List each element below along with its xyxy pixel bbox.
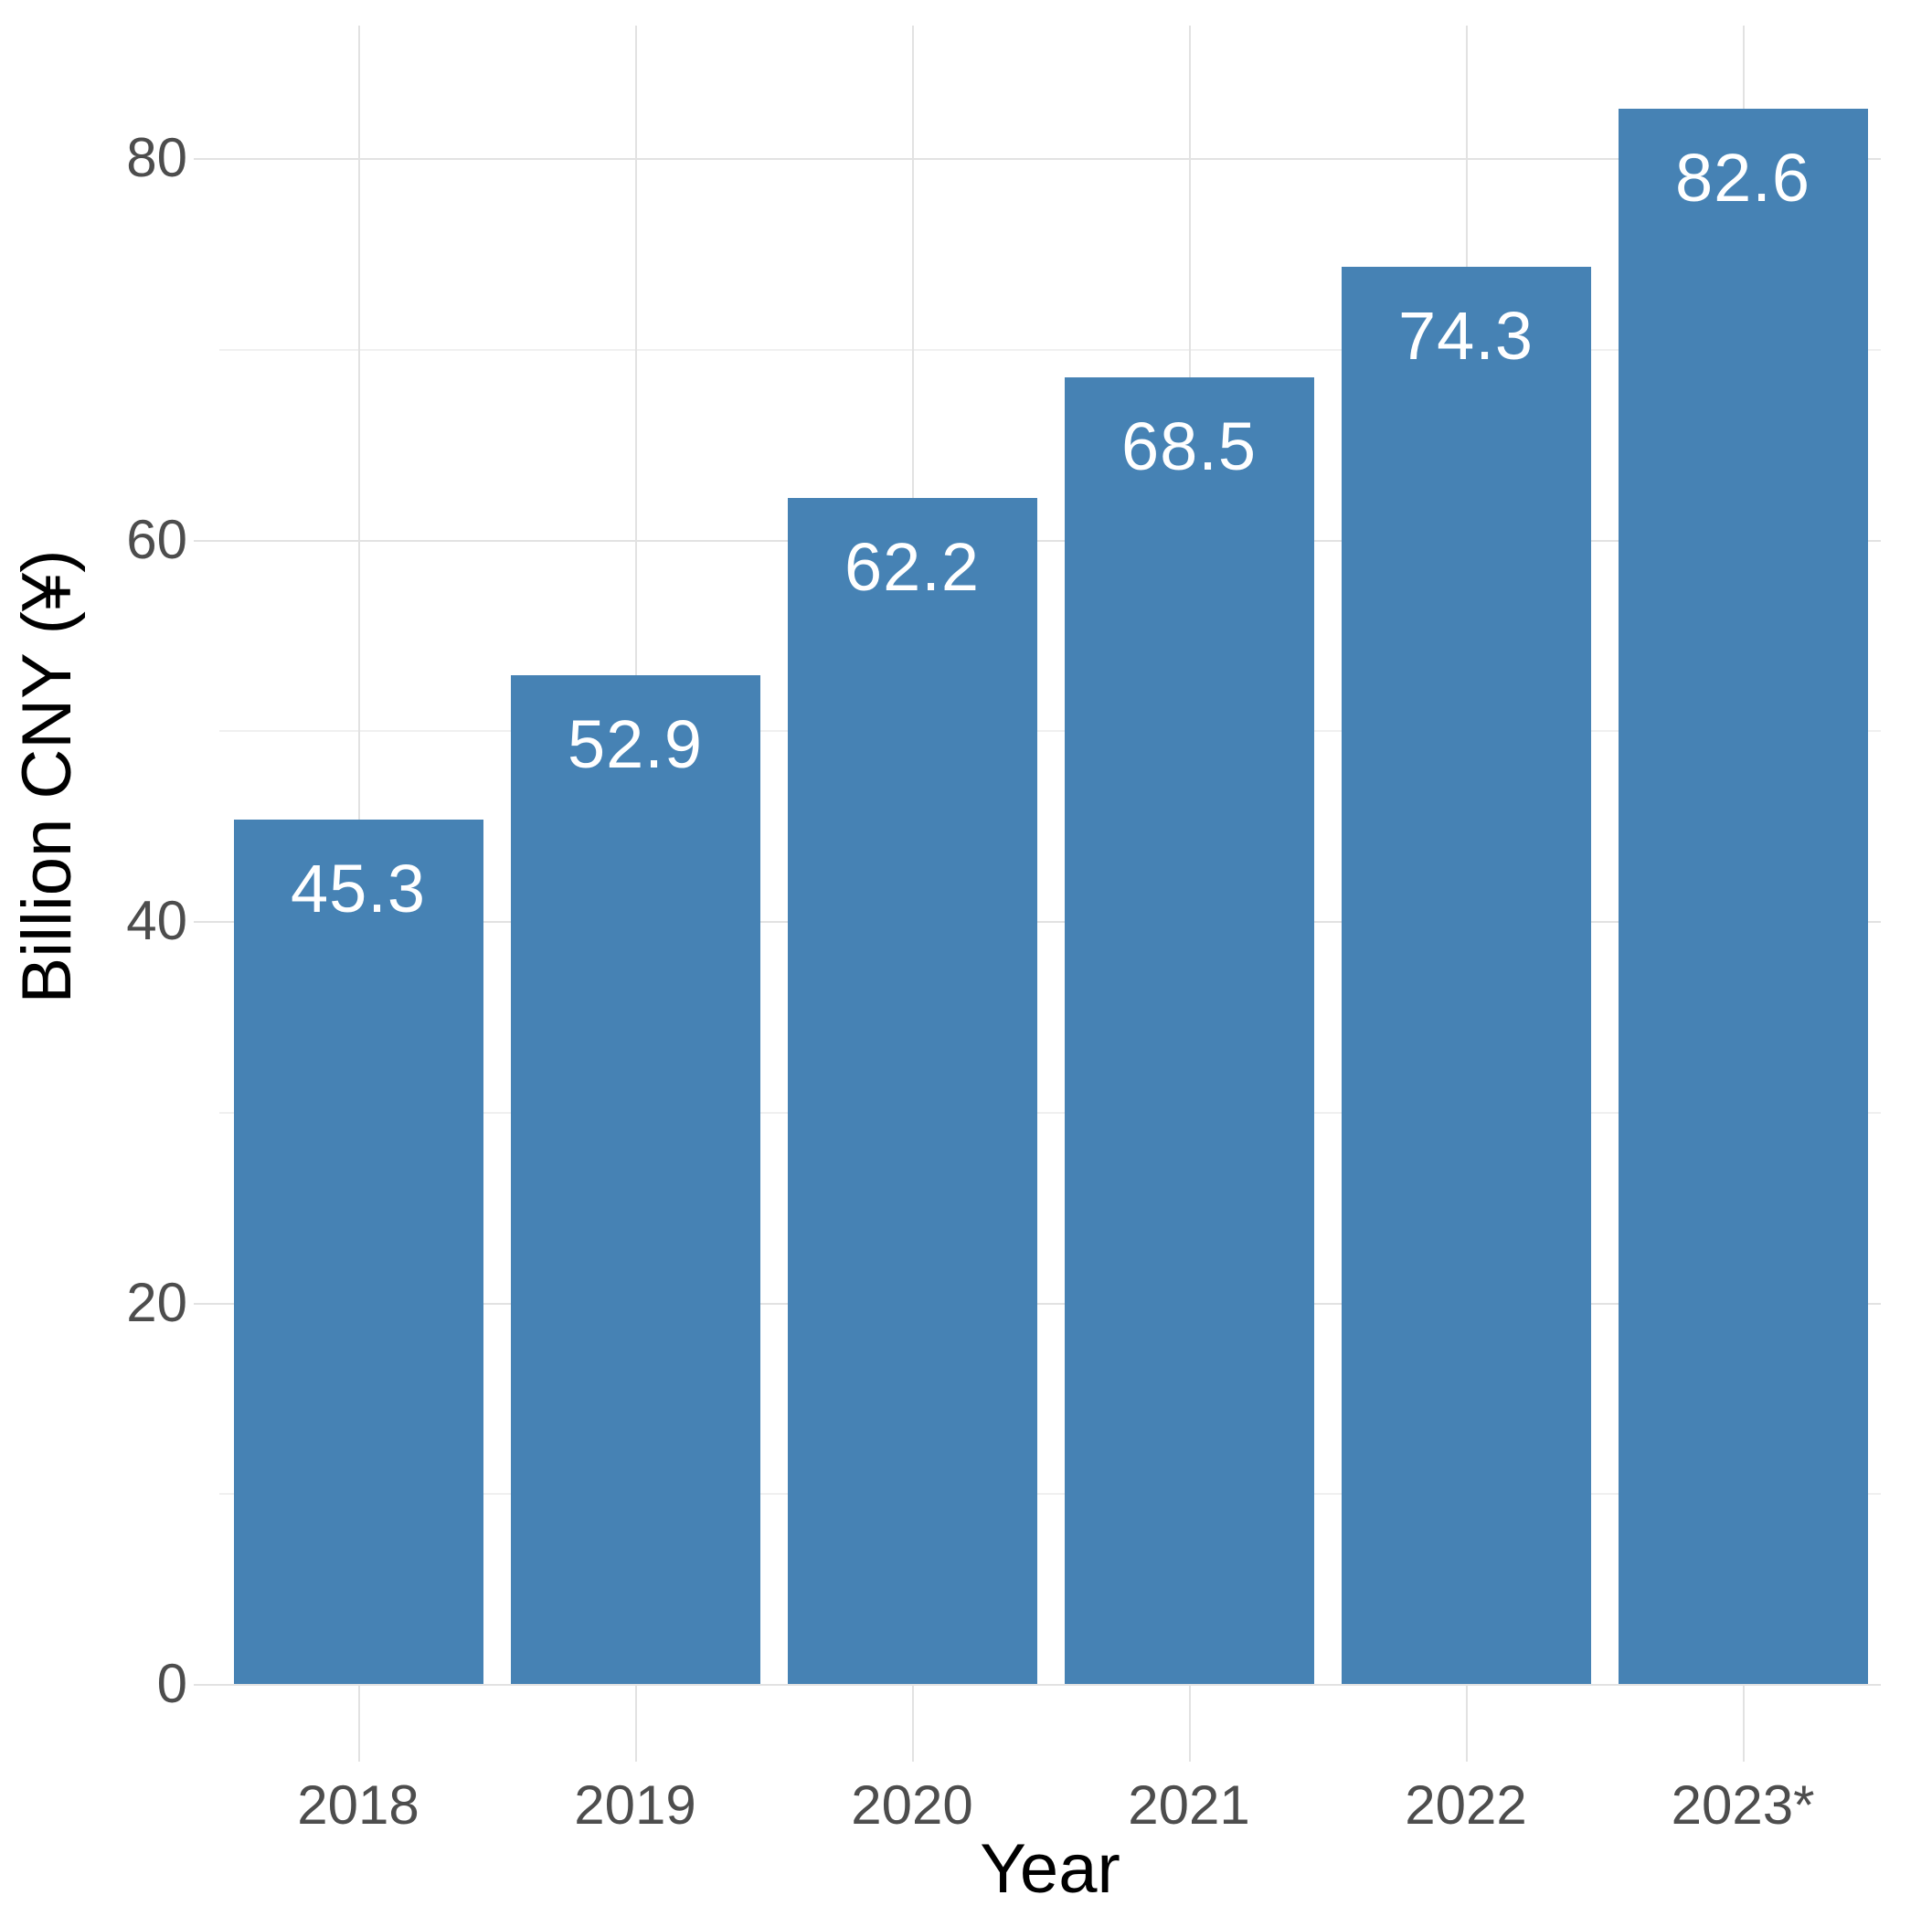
y-gridline-minor xyxy=(219,348,1881,351)
y-gridline-major xyxy=(194,158,1881,160)
x-tick-label: 2022 xyxy=(1405,1774,1527,1836)
bar xyxy=(787,497,1037,1684)
y-gridline-minor xyxy=(219,1493,1881,1496)
y-gridline-major xyxy=(194,921,1881,923)
bar-value-label: 74.3 xyxy=(1397,297,1534,374)
x-tick-label: 2023* xyxy=(1671,1774,1815,1836)
bar-value-label: 82.6 xyxy=(1674,139,1811,216)
y-tick-label: 80 xyxy=(126,127,187,188)
y-gridline-major xyxy=(194,539,1881,542)
y-tick-label: 20 xyxy=(126,1271,187,1333)
bar-value-label: 52.9 xyxy=(567,705,704,782)
x-tick-label: 2020 xyxy=(851,1774,973,1836)
bar xyxy=(1064,377,1314,1684)
y-gridline-major xyxy=(194,1302,1881,1305)
x-tick-label: 2021 xyxy=(1128,1774,1250,1836)
bar xyxy=(510,674,760,1684)
bar xyxy=(233,820,483,1684)
x-tick-label: 2019 xyxy=(574,1774,696,1836)
y-tick-label: 0 xyxy=(156,1653,187,1714)
y-gridline-minor xyxy=(219,1111,1881,1114)
y-tick-label: 40 xyxy=(126,890,187,951)
bar xyxy=(1341,266,1591,1684)
y-gridline-major xyxy=(194,1684,1881,1686)
x-tick-label: 2018 xyxy=(297,1774,419,1836)
y-gridline-minor xyxy=(219,730,1881,733)
x-axis-title: Year xyxy=(980,1830,1120,1908)
bar xyxy=(1618,108,1868,1684)
y-tick-label: 60 xyxy=(126,508,187,570)
bar-value-label: 62.2 xyxy=(844,528,981,605)
bar-value-label: 45.3 xyxy=(290,851,427,927)
bar-value-label: 68.5 xyxy=(1120,408,1258,485)
